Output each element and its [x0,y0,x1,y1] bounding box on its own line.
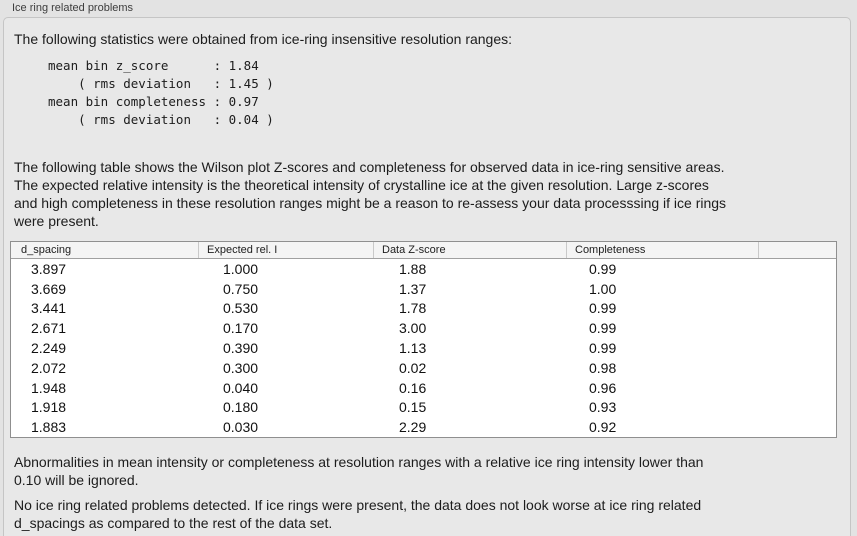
ice-ring-panel: The following statistics were obtained f… [3,17,851,536]
table-row[interactable]: 3.669 0.750 1.37 1.00 [11,279,836,299]
table-cell: 0.300 [223,359,259,376]
table-row[interactable]: 1.883 0.030 2.29 0.92 [11,417,836,437]
results-table: d_spacing Expected rel. I Data Z-score C… [10,241,837,439]
table-cell: 1.13 [399,340,427,357]
table-cell: 0.93 [589,399,617,416]
table-cell: 0.99 [589,300,617,317]
table-cell: 0.99 [589,260,617,277]
table-cell: 2.29 [399,419,427,436]
note-text: Abnormalities in mean intensity or compl… [14,454,704,489]
table-cell: 1.37 [399,280,427,297]
header-expected-rel-i[interactable]: Expected rel. I [198,242,373,258]
table-cell: 0.180 [223,399,259,416]
table-cell: 1.00 [589,280,617,297]
table-cell: 1.918 [31,399,67,416]
table-cell: 0.030 [223,419,259,436]
conclusion-text: No ice ring related problems detected. I… [14,497,702,532]
table-cell: 3.00 [399,320,427,337]
table-cell: 1.883 [31,419,67,436]
table-cell: 0.16 [399,379,427,396]
table-row[interactable]: 1.918 0.180 0.15 0.93 [11,398,836,418]
table-cell: 1.78 [399,300,427,317]
table-cell: 1.000 [223,260,259,277]
table-row[interactable]: 1.948 0.040 0.16 0.96 [11,378,836,398]
table-cell: 0.530 [223,300,259,317]
table-cell: 0.98 [589,359,617,376]
header-completeness[interactable]: Completeness [566,242,758,258]
panel-title: Ice ring related problems [12,2,134,14]
table-cell: 2.072 [31,359,67,376]
table-row[interactable]: 2.072 0.300 0.02 0.98 [11,358,836,378]
table-cell: 3.897 [31,260,67,277]
table-cell: 1.948 [31,379,67,396]
table-body: 3.897 1.000 1.88 0.99 3.669 0.750 1.37 1.00 3.44… [11,259,836,437]
table-row[interactable]: 3.441 0.530 1.78 0.99 [11,299,836,319]
table-cell: 0.92 [589,419,617,436]
table-row[interactable]: 2.671 0.170 3.00 0.99 [11,318,836,338]
table-cell: 3.669 [31,280,67,297]
table-cell: 2.671 [31,320,67,337]
table-cell: 1.88 [399,260,427,277]
stats-block: mean bin z_score : 1.84 ( rms deviation … [48,58,274,127]
table-cell: 0.390 [223,340,259,357]
table-row[interactable]: 2.249 0.390 1.13 0.99 [11,338,836,358]
table-cell: 0.170 [223,320,259,337]
description-text: The following table shows the Wilson plo… [14,159,727,229]
table-row[interactable]: 3.897 1.000 1.88 0.99 [11,259,836,279]
intro-text: The following statistics were obtained f… [14,31,513,47]
header-empty [758,242,836,258]
table-cell: 0.040 [223,379,259,396]
table-cell: 0.99 [589,340,617,357]
table-cell: 0.15 [399,399,427,416]
table-cell: 3.441 [31,300,67,317]
table-cell: 2.249 [31,340,67,357]
table-cell: 0.99 [589,320,617,337]
table-cell: 0.96 [589,379,617,396]
header-d-spacing[interactable]: d_spacing [21,244,72,256]
header-data-z-score[interactable]: Data Z-score [373,242,566,258]
table-cell: 0.02 [399,359,427,376]
table-header: d_spacing Expected rel. I Data Z-score C… [11,242,836,259]
table-cell: 0.750 [223,280,259,297]
